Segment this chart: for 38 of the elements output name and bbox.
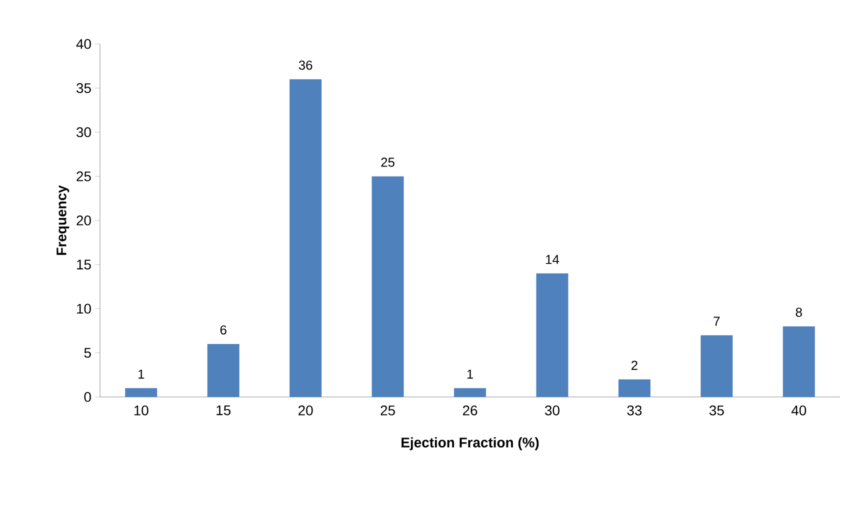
bar [700, 335, 733, 397]
bar [372, 176, 404, 397]
x-tick-label: 20 [298, 405, 313, 416]
bar [782, 326, 815, 397]
y-tick-label: 40 [76, 39, 91, 49]
x-tick-label: 10 [134, 405, 148, 416]
data-label: 8 [796, 308, 802, 317]
data-label: 14 [546, 255, 560, 264]
x-tick-label: 25 [380, 405, 395, 416]
bar [290, 79, 322, 397]
data-label: 6 [220, 325, 226, 335]
bar [207, 344, 240, 397]
data-label: 7 [714, 316, 720, 326]
x-tick-label: 33 [627, 405, 642, 416]
x-tick-label: 26 [462, 405, 478, 416]
data-label: 2 [632, 360, 638, 370]
data-label: 36 [298, 60, 312, 70]
y-tick-label: 15 [77, 260, 91, 270]
data-label: 1 [138, 370, 144, 379]
x-tick-label: 35 [709, 405, 724, 416]
y-tick-label: 35 [76, 83, 91, 94]
x-axis-title: Ejection Fraction (%) [402, 437, 539, 450]
y-tick-label: 5 [84, 348, 91, 358]
y-tick-label: 10 [77, 304, 91, 314]
y-tick-label: 30 [76, 127, 91, 138]
x-tick-label: 15 [216, 406, 231, 416]
x-tick-label: 30 [545, 405, 560, 416]
bar [618, 379, 650, 397]
y-tick-label: 20 [76, 216, 91, 226]
bar [454, 388, 486, 397]
bar [536, 273, 568, 397]
data-label: 25 [381, 158, 394, 167]
x-tick-label: 40 [791, 405, 806, 416]
y-tick-label: 25 [76, 171, 91, 182]
data-label: 1 [467, 370, 473, 379]
y-tick-label: 0 [84, 392, 91, 402]
y-axis-title: Frequency [56, 185, 70, 255]
bar [125, 388, 158, 397]
